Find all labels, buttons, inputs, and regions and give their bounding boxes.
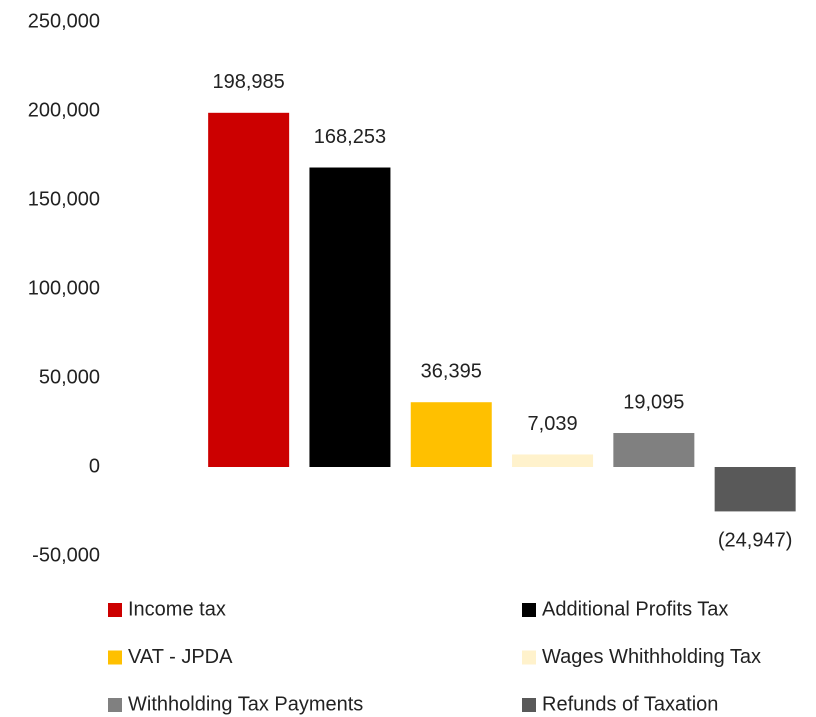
legend-label: Income tax xyxy=(128,598,226,620)
bar xyxy=(410,402,492,467)
y-tick-label: -50,000 xyxy=(32,544,100,566)
value-label: 19,095 xyxy=(623,391,684,413)
legend-swatch xyxy=(522,650,536,665)
bar xyxy=(309,167,391,468)
legend-label: Additional Profits Tax xyxy=(542,598,728,620)
legend-label: Wages Whithholding Tax xyxy=(542,646,761,668)
legend-label: VAT - JPDA xyxy=(128,646,233,668)
legend-swatch xyxy=(522,603,536,617)
value-label: 36,395 xyxy=(421,360,482,382)
legend-label: Withholding Tax Payments xyxy=(128,693,363,715)
bar xyxy=(208,112,290,467)
legend-swatch xyxy=(522,698,536,712)
bar xyxy=(512,454,594,467)
y-tick-label: 50,000 xyxy=(39,366,100,388)
y-tick-label: 150,000 xyxy=(28,188,100,210)
y-tick-label: 250,000 xyxy=(28,10,100,32)
y-tick-label: 0 xyxy=(89,455,100,477)
legend-swatch xyxy=(108,603,122,617)
bar xyxy=(613,433,695,467)
value-label: 198,985 xyxy=(213,71,285,93)
y-tick-label: 100,000 xyxy=(28,277,100,299)
legend-swatch xyxy=(108,650,122,665)
legend-label: Refunds of Taxation xyxy=(542,693,718,715)
value-label: (24,947) xyxy=(718,530,793,552)
y-tick-label: 200,000 xyxy=(28,99,100,121)
bar xyxy=(714,467,796,512)
value-label: 168,253 xyxy=(314,126,386,148)
value-label: 7,039 xyxy=(528,413,578,435)
legend-swatch xyxy=(108,698,122,712)
